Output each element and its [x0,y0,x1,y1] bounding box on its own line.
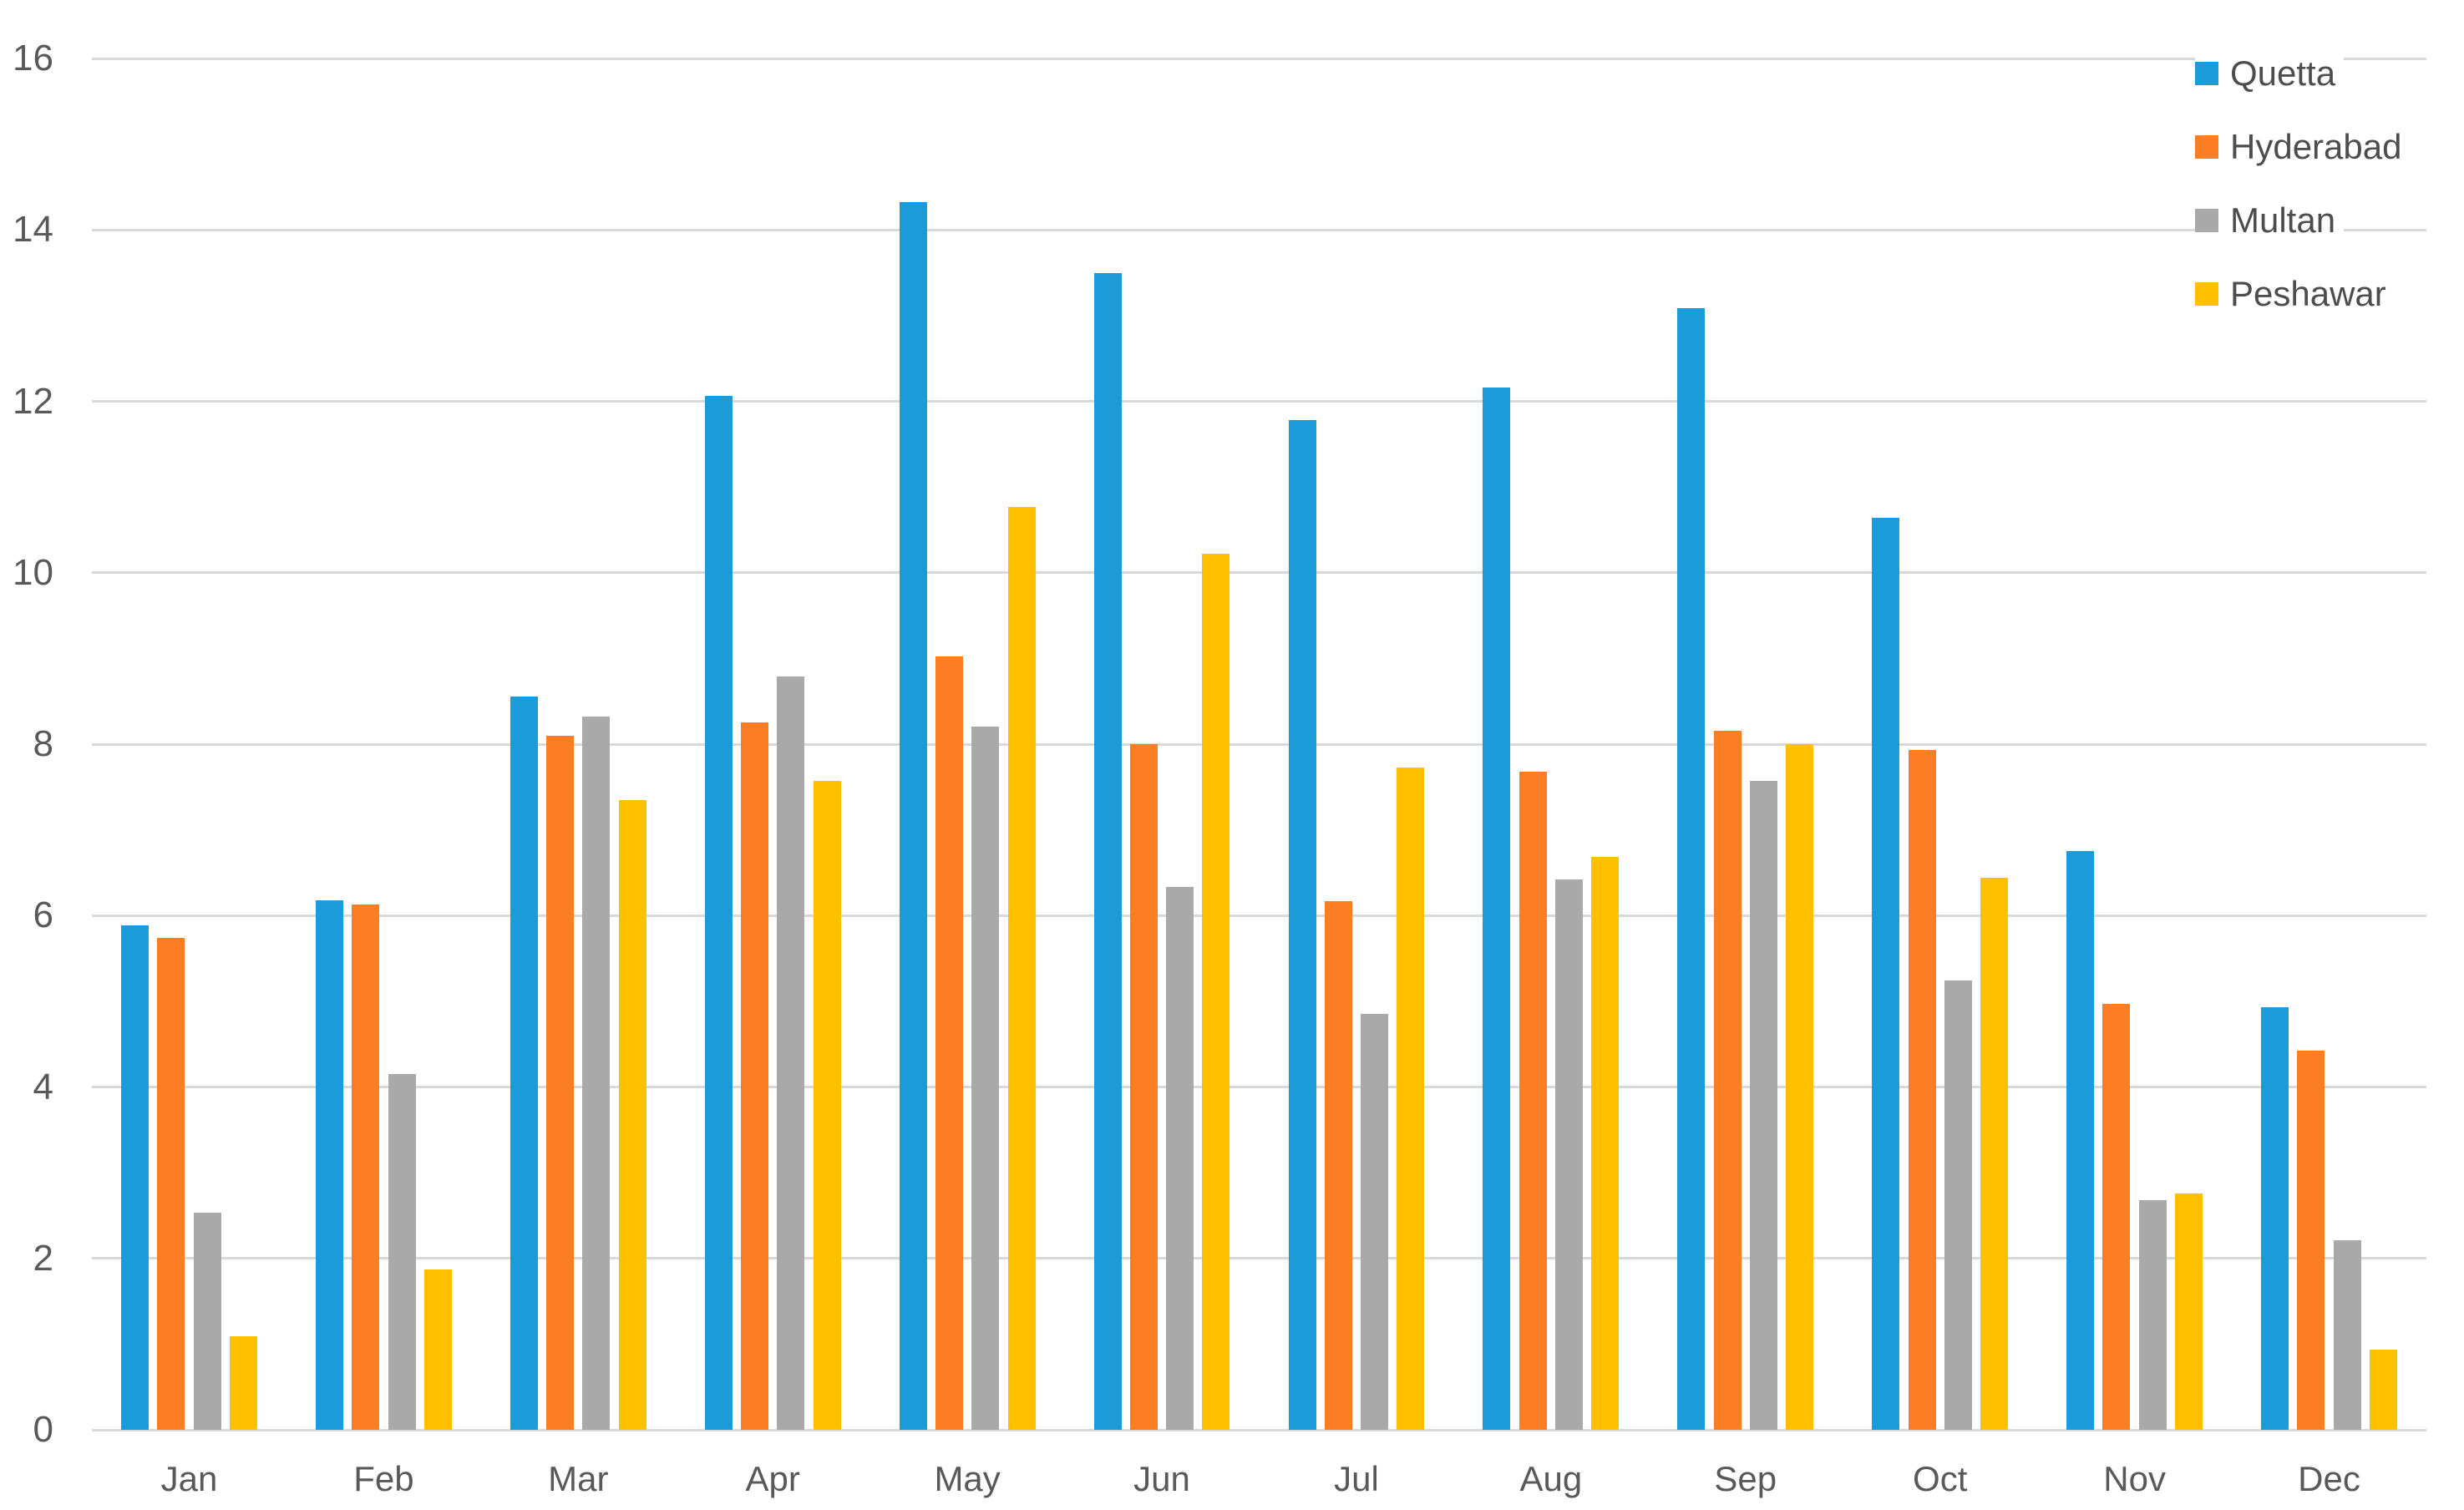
gridline-y-12 [92,400,2426,403]
x-axis-label-oct: Oct [1913,1459,1968,1498]
bar-hyderabad-oct [1908,750,1936,1430]
bar-peshawar-nov [2175,1193,2203,1430]
bar-hyderabad-sep [1713,730,1742,1430]
bar-peshawar-jul [1397,767,1425,1430]
legend-label-peshawar: Peshawar [2230,274,2386,313]
bar-multan-may [971,727,1000,1430]
bar-multan-nov [2138,1199,2167,1430]
x-axis-label-aug: Aug [1519,1459,1583,1498]
bar-hyderabad-jan [157,937,185,1430]
legend-item-multan: Multan [2195,198,2345,243]
legend-item-quetta: Quetta [2195,51,2345,96]
x-axis-label-jul: Jul [1334,1459,1379,1498]
x-axis-label-nov: Nov [2103,1459,2166,1498]
y-axis-tick-label: 0 [33,1409,53,1450]
bar-hyderabad-aug [1518,771,1547,1430]
bar-quetta-mar [510,696,538,1430]
bar-hyderabad-jul [1324,900,1352,1430]
legend-label-quetta: Quetta [2230,53,2336,93]
y-axis-tick-label: 4 [33,1066,53,1107]
bar-hyderabad-apr [741,722,769,1430]
legend-swatch-multan [2195,209,2218,232]
bar-multan-dec [2333,1240,2361,1430]
bar-peshawar-mar [618,799,646,1430]
gridline-y-0 [92,1428,2426,1431]
bar-multan-oct [1944,980,1972,1430]
legend-swatch-hyderabad [2195,135,2218,159]
gridline-y-8 [92,742,2426,746]
bar-quetta-feb [315,899,343,1430]
y-axis-tick-label: 6 [33,894,53,936]
bar-quetta-jan [121,925,149,1430]
bar-multan-apr [777,676,805,1430]
bar-peshawar-feb [423,1269,452,1430]
legend-item-peshawar: Peshawar [2195,271,2395,317]
gridline-y-6 [92,914,2426,917]
x-axis-label-jun: Jun [1133,1459,1190,1498]
legend-label-multan: Multan [2230,200,2336,240]
gridline-y-16 [92,57,2426,60]
bar-hyderabad-jun [1129,744,1158,1430]
bar-peshawar-oct [1980,878,2009,1430]
bar-multan-jan [193,1213,221,1430]
x-axis-label-dec: Dec [2298,1459,2360,1498]
x-axis-label-apr: Apr [745,1459,800,1498]
bar-peshawar-sep [1786,744,1814,1430]
bar-peshawar-dec [2369,1349,2397,1430]
bar-multan-jun [1166,887,1194,1430]
x-axis-label-jan: Jan [160,1459,218,1498]
bar-quetta-sep [1677,307,1706,1430]
y-axis-tick-label: 10 [13,551,53,593]
legend-swatch-peshawar [2195,282,2218,306]
bar-multan-feb [388,1074,416,1430]
bar-peshawar-may [1007,506,1036,1430]
bar-multan-mar [582,717,611,1430]
bar-quetta-jun [1093,272,1122,1430]
y-axis-tick-label: 8 [33,723,53,764]
gridline-y-14 [92,228,2426,231]
gridline-y-4 [92,1086,2426,1088]
bar-quetta-aug [1483,388,1511,1430]
y-axis-tick-label: 12 [13,380,53,422]
bar-quetta-apr [704,396,733,1430]
x-axis-label-mar: Mar [548,1459,609,1498]
gridline-y-2 [92,1257,2426,1260]
bar-quetta-oct [1872,518,1900,1430]
bar-multan-sep [1749,781,1777,1430]
x-axis-label-feb: Feb [353,1459,414,1498]
y-axis-tick-label: 16 [13,38,53,79]
bar-quetta-dec [2261,1007,2289,1430]
y-axis-tick-label: 2 [33,1237,53,1279]
x-axis-label-may: May [934,1459,1001,1498]
legend-swatch-quetta [2195,62,2218,85]
x-axis-label-sep: Sep [1714,1459,1777,1498]
bar-multan-jul [1361,1014,1389,1430]
bar-quetta-jul [1288,420,1316,1430]
bar-peshawar-jun [1202,554,1230,1430]
gridline-y-10 [92,571,2426,575]
bar-multan-aug [1555,879,1584,1430]
bar-peshawar-apr [813,781,841,1430]
bar-quetta-may [899,202,927,1430]
bar-peshawar-aug [1591,857,1620,1430]
legend-item-hyderabad: Hyderabad [2195,124,2411,170]
bar-hyderabad-nov [2102,1003,2131,1430]
legend-label-hyderabad: Hyderabad [2230,127,2402,166]
bar-hyderabad-mar [546,735,575,1430]
bar-hyderabad-dec [2297,1051,2325,1430]
bar-hyderabad-feb [352,904,380,1430]
y-axis-tick-label: 14 [13,209,53,251]
bar-hyderabad-may [935,656,963,1430]
bar-quetta-nov [2066,851,2095,1430]
bar-peshawar-jan [229,1336,257,1430]
